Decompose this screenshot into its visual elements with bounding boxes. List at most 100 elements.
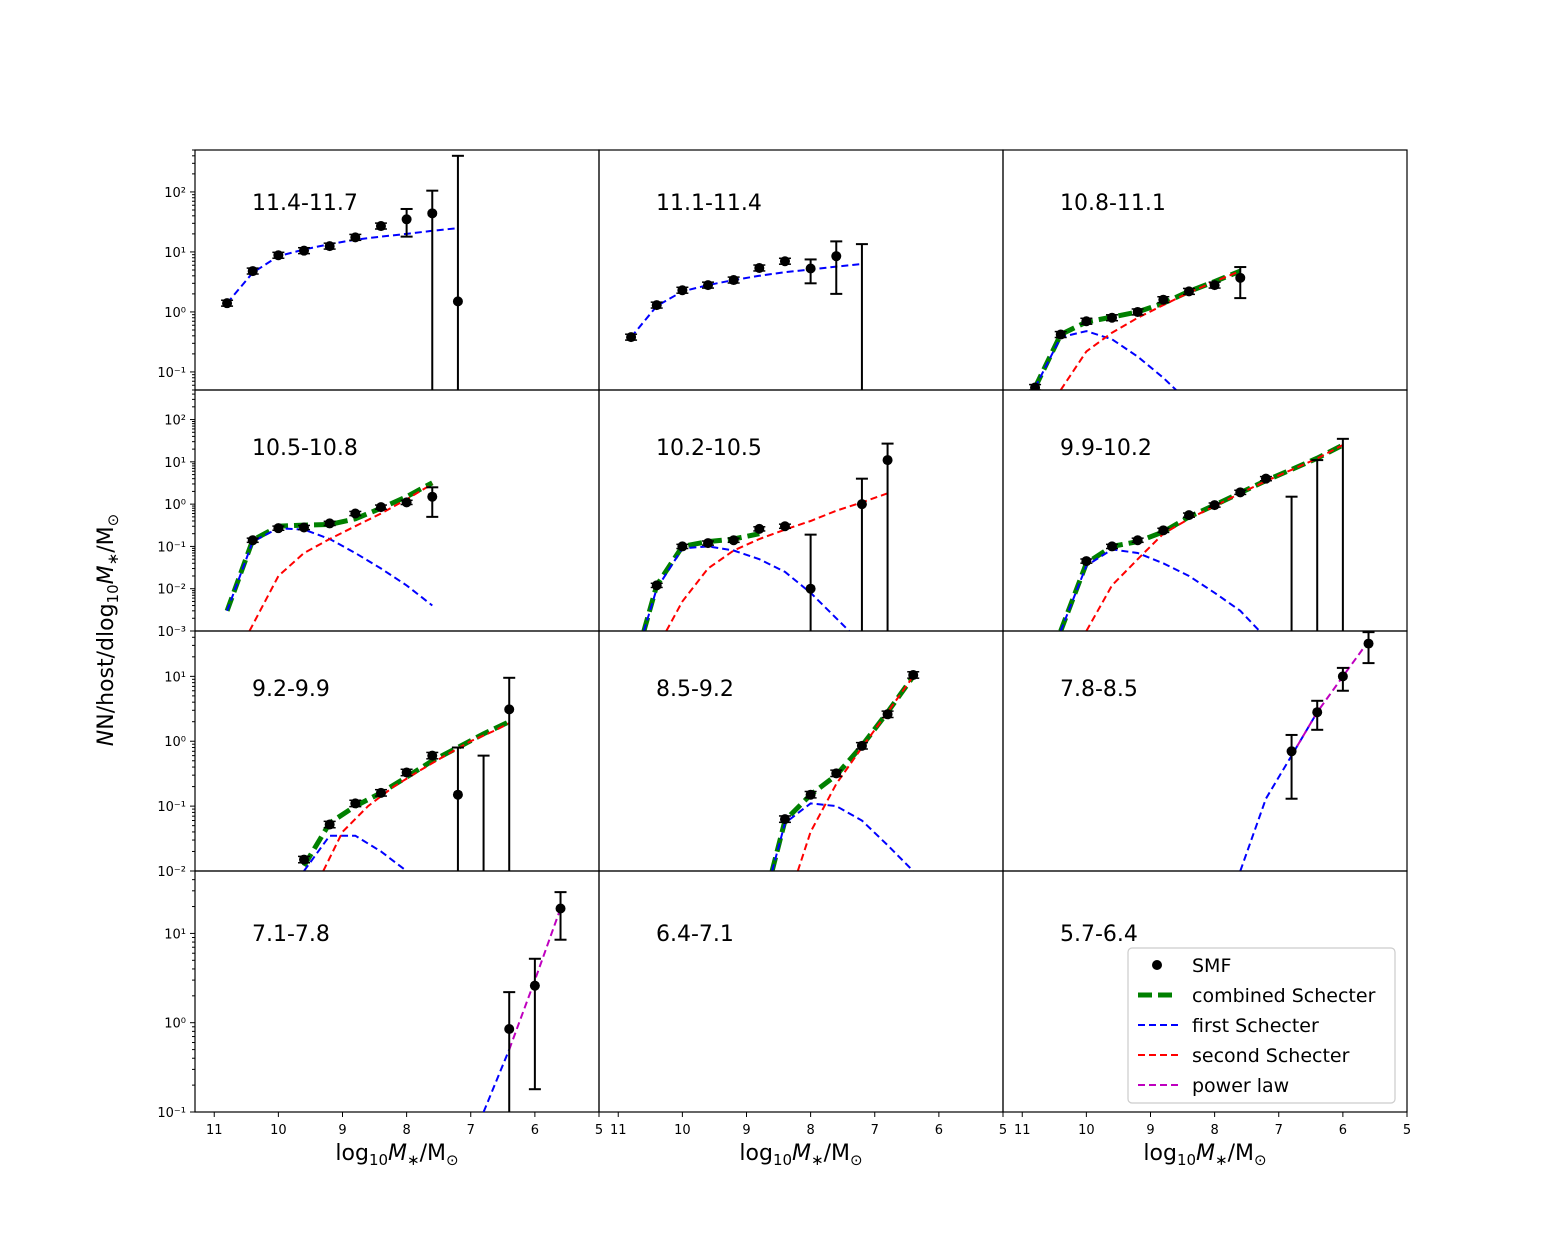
y-axis-label-unit: /M <box>94 526 119 552</box>
smf-point <box>1312 707 1323 718</box>
smf-point <box>1363 638 1374 649</box>
smf-point <box>1235 272 1246 283</box>
y-axis-label-star: ∗ <box>104 553 122 566</box>
x-axis-label: log10M∗/M⊙ <box>739 1141 862 1169</box>
y-tick-label: 10⁻² <box>157 583 186 598</box>
smf-point <box>1107 312 1118 323</box>
legend-box <box>1127 947 1396 1104</box>
curve-second-schecter <box>665 492 888 631</box>
x-tick-label: 10 <box>674 1123 691 1138</box>
curve-first-schecter <box>303 834 408 871</box>
smf-point <box>375 787 386 798</box>
y-axis-label-m: M <box>94 565 119 584</box>
y-axis-label: NN/host/dlog10M∗/M⊙ <box>94 514 122 746</box>
y-axis-label-main: N/host/dlog <box>94 603 119 729</box>
smf-point <box>779 256 790 267</box>
panel-6.4-7.1: 11 10 9 8 7 6 5 6.4-7.1 <box>598 870 1007 1138</box>
smf-point <box>728 275 739 286</box>
y-tick-label: 10⁰ <box>164 306 186 321</box>
legend-entry-first-schecter: first Schecter <box>1138 1015 1319 1037</box>
panel-9.2-9.9: 10⁻² 10⁻¹ 10⁰ 10¹ 9.2-9.9 <box>157 630 600 880</box>
legend-label: SMF <box>1192 955 1231 977</box>
x-tick-label: 8 <box>1210 1123 1218 1138</box>
panel-label: 10.2-10.5 <box>656 436 762 461</box>
smf-point <box>677 285 688 296</box>
curve-combined-schecter <box>1032 268 1242 389</box>
plot-area <box>641 442 894 631</box>
panel-frame <box>1002 870 1408 1113</box>
smf-point <box>1209 500 1220 511</box>
plot-area <box>769 669 920 871</box>
smf-point <box>375 221 386 232</box>
smf-point <box>908 669 919 680</box>
curve-first-schecter <box>1059 548 1261 631</box>
panel-frame <box>598 630 1004 872</box>
x-tick-label: 11 <box>610 1123 627 1138</box>
plot-area <box>1058 437 1349 631</box>
curve-first-schecter <box>1239 711 1319 871</box>
panel-label: 8.5-9.2 <box>656 677 734 702</box>
smf-point <box>350 232 361 243</box>
smf-point <box>1158 294 1169 305</box>
smf-point <box>324 241 335 252</box>
smf-point <box>1209 280 1220 291</box>
smf-point <box>273 523 284 534</box>
panels: 10⁻¹ 10⁰ 10¹ 10² 11.4-11.7 11.1-11.4 10.8-11.1… <box>157 149 1411 1138</box>
panel-label: 5.7-6.4 <box>1060 922 1138 947</box>
smf-point <box>882 709 893 720</box>
y-tick-label: 10⁻² <box>157 865 186 880</box>
curve-first-schecter <box>642 545 850 631</box>
smf-point <box>555 903 566 914</box>
panel-7.1-7.8: 10⁻¹ 10⁰ 10¹ 11 10 9 8 7 6 5 7.1-7.8 <box>157 870 603 1138</box>
curve-first-schecter <box>630 263 863 338</box>
smf-point <box>401 497 412 508</box>
legend-entry-power-law: power law <box>1138 1075 1289 1097</box>
x-tick-label: 8 <box>806 1123 814 1138</box>
panel-frame <box>598 389 1004 632</box>
x-tick-label: 9 <box>742 1123 750 1138</box>
y-tick-label: 10⁻¹ <box>157 800 186 815</box>
panel-10.8-11.1: 10.8-11.1 <box>1002 149 1408 391</box>
legend-entry-combined-schecter: combined Schecter <box>1138 985 1376 1007</box>
smf-point <box>754 523 765 534</box>
legend: SMF combined Schecter first Schecter second… <box>1127 947 1396 1104</box>
smf-point <box>651 580 662 591</box>
x-tick-label: 6 <box>531 1123 539 1138</box>
smf-point <box>299 522 310 533</box>
panel-11.4-11.7: 10⁻¹ 10⁰ 10¹ 10² 11.4-11.7 <box>157 149 600 391</box>
x-tick-label: 6 <box>1339 1123 1347 1138</box>
smf-point <box>805 583 816 594</box>
plot-area <box>298 676 516 871</box>
curve-power-law <box>1290 640 1370 757</box>
y-axis-label-odot: ⊙ <box>104 514 122 527</box>
smf-point <box>1337 671 1348 682</box>
curve-first-schecter <box>226 527 433 612</box>
smf-point <box>529 980 540 991</box>
smf-point <box>805 263 816 274</box>
x-tick-label: 8 <box>402 1123 410 1138</box>
smf-point <box>375 502 386 513</box>
x-tick-label: 6 <box>935 1123 943 1138</box>
panel-frame <box>1002 149 1408 391</box>
smf-point <box>350 508 361 519</box>
panel-7.8-8.5: 7.8-8.5 <box>1002 630 1408 872</box>
legend-marker <box>1152 960 1162 970</box>
panel-frame <box>194 630 600 872</box>
smf-point <box>882 455 893 466</box>
y-tick-label: 10⁰ <box>164 735 186 750</box>
smf-point <box>677 541 688 552</box>
smf-point <box>626 332 637 343</box>
smf-point <box>651 300 662 311</box>
smf-point <box>1081 556 1092 567</box>
smf-point <box>401 214 412 225</box>
y-tick-label: 10⁻¹ <box>157 366 186 381</box>
smf-point <box>754 262 765 273</box>
smf-point <box>350 798 361 809</box>
smf-point <box>452 789 463 800</box>
curve-second-schecter <box>322 722 510 871</box>
plot-area <box>625 240 868 390</box>
smf-point <box>1132 535 1143 546</box>
smf-point <box>401 767 412 778</box>
y-tick-label: 10¹ <box>164 927 186 942</box>
